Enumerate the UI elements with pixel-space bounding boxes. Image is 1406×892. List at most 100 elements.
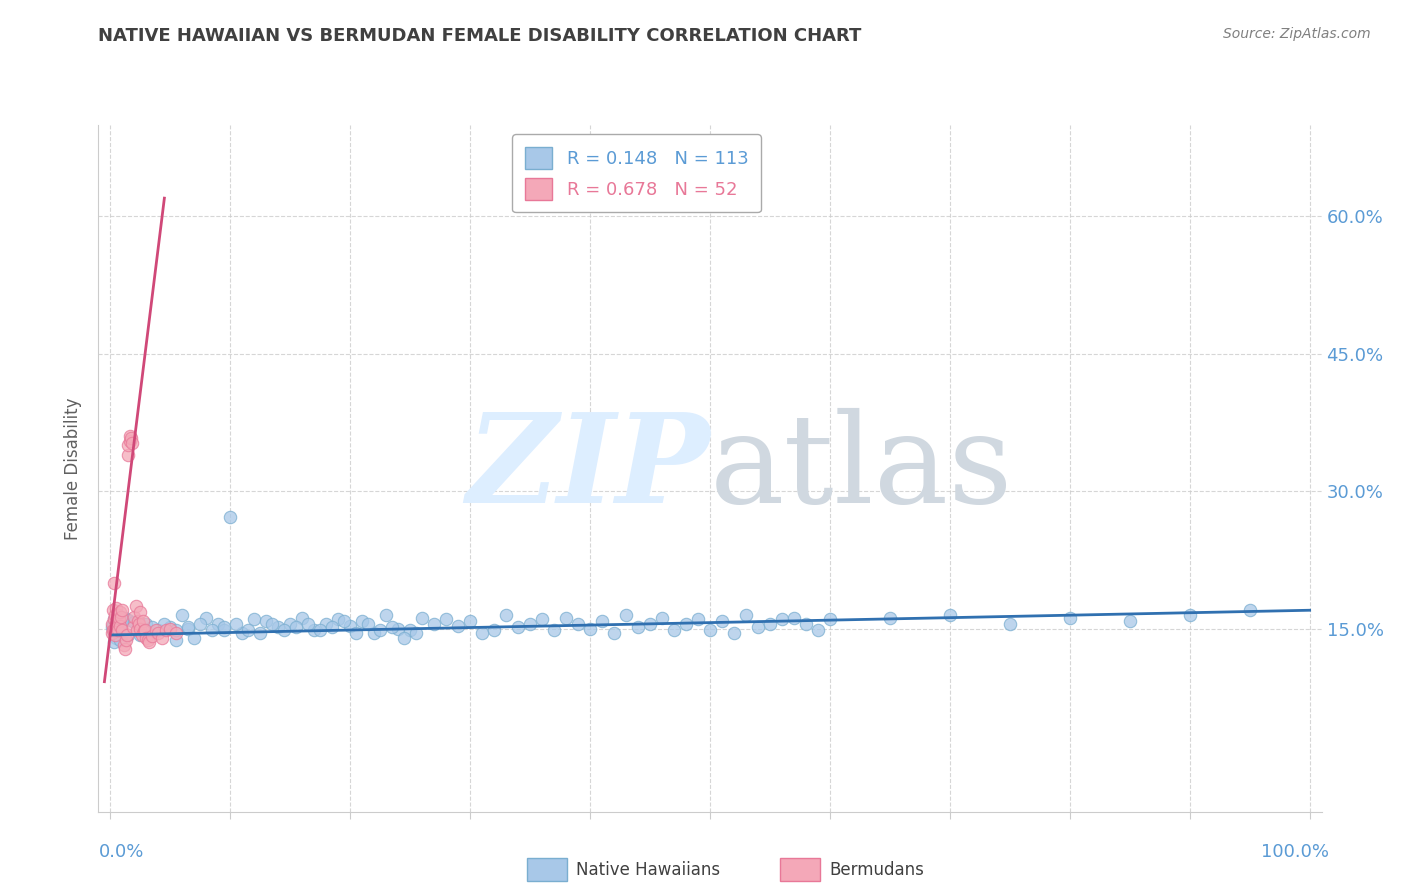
Point (100, 617, 122, 632)
Point (112, 638, 135, 652)
Point (177, 622, 200, 636)
Point (243, 612, 266, 626)
Point (555, 610, 578, 624)
Point (136, 632, 159, 647)
Point (447, 619, 470, 633)
Point (129, 628, 152, 642)
Point (675, 617, 697, 632)
Point (138, 635, 160, 649)
Point (471, 626, 494, 640)
Point (100, 620, 122, 634)
Text: Bermudans: Bermudans (830, 861, 924, 879)
Point (108, 619, 131, 633)
Point (148, 624, 170, 638)
Point (107, 624, 129, 639)
Point (711, 614, 734, 628)
Point (195, 610, 218, 624)
Point (105, 614, 128, 628)
Point (723, 626, 745, 640)
Point (117, 438, 139, 452)
Point (304, 624, 326, 638)
Point (214, 620, 236, 634)
Point (141, 629, 163, 643)
Text: NATIVE HAWAIIAN VS BERMUDAN FEMALE DISABILITY CORRELATION CHART: NATIVE HAWAIIAN VS BERMUDAN FEMALE DISAB… (98, 27, 862, 45)
Point (238, 624, 260, 638)
Point (101, 617, 124, 632)
Text: ZIP: ZIP (467, 408, 710, 529)
Point (135, 631, 157, 645)
Point (103, 612, 125, 626)
Point (120, 431, 142, 445)
Point (411, 610, 433, 624)
Legend: R = 0.148   N = 113, R = 0.678   N = 52: R = 0.148 N = 113, R = 0.678 N = 52 (512, 134, 761, 212)
Point (103, 626, 125, 640)
Point (114, 611, 136, 625)
Point (134, 624, 156, 638)
Point (108, 605, 131, 619)
Point (108, 632, 131, 647)
Point (405, 626, 427, 640)
Point (434, 612, 457, 626)
Point (108, 614, 131, 628)
Point (315, 617, 337, 632)
Point (105, 628, 128, 642)
Point (225, 617, 247, 632)
Point (103, 612, 125, 626)
Point (132, 624, 155, 639)
Point (381, 620, 404, 634)
Point (165, 632, 187, 647)
Point (129, 622, 152, 636)
Point (153, 617, 176, 632)
Point (339, 619, 361, 633)
Point (132, 614, 155, 628)
Point (188, 617, 212, 632)
Point (101, 603, 124, 617)
Point (591, 614, 613, 628)
Point (100, 626, 122, 640)
Point (207, 617, 229, 632)
Point (818, 612, 841, 626)
Point (155, 624, 177, 638)
Point (108, 623, 131, 637)
Point (1239, 603, 1261, 617)
Point (103, 575, 125, 590)
Point (627, 620, 650, 634)
Point (482, 624, 505, 638)
Point (879, 610, 901, 624)
Text: 0.0%: 0.0% (98, 843, 143, 861)
Point (107, 607, 129, 622)
Point (344, 626, 367, 640)
Point (807, 624, 830, 638)
Point (131, 628, 153, 642)
Point (1059, 610, 1081, 624)
Point (735, 607, 758, 622)
Point (129, 624, 152, 638)
Point (172, 607, 194, 622)
Point (114, 641, 136, 656)
Point (333, 614, 356, 628)
Text: Source: ZipAtlas.com: Source: ZipAtlas.com (1223, 27, 1371, 41)
Point (519, 617, 541, 632)
Point (273, 624, 295, 638)
Point (118, 434, 141, 448)
Point (118, 429, 141, 443)
Point (363, 626, 385, 640)
Point (759, 617, 782, 632)
Point (108, 610, 131, 624)
Point (783, 610, 806, 624)
Point (177, 620, 200, 634)
Point (124, 599, 146, 613)
Point (201, 624, 224, 638)
Point (387, 622, 409, 636)
Point (357, 617, 380, 632)
Point (104, 607, 127, 622)
Point (110, 609, 132, 624)
Point (531, 612, 554, 626)
Point (508, 620, 530, 634)
Point (254, 614, 277, 628)
Point (291, 610, 314, 624)
Point (249, 626, 271, 640)
Point (794, 617, 817, 632)
Point (127, 614, 149, 628)
Point (747, 620, 769, 634)
